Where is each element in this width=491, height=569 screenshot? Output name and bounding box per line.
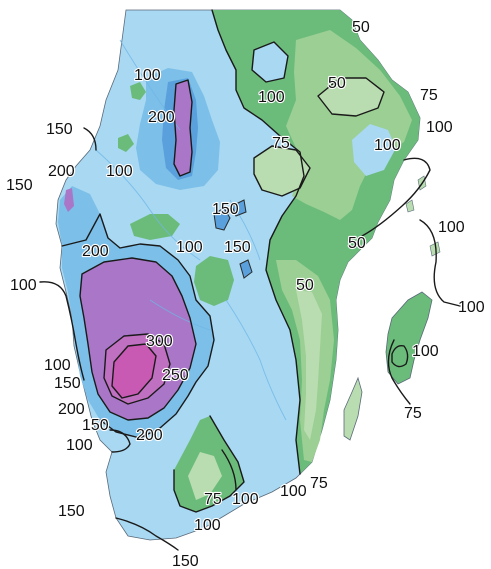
lake-vanern [213, 199, 247, 231]
contour-label: 200 [58, 401, 85, 418]
contour-label: 100 [258, 89, 285, 106]
contour-label: 150 [46, 121, 73, 138]
isoline-gotland-ring [391, 344, 409, 368]
isoline-75-gotland [387, 339, 411, 405]
isoline-south-75 [173, 415, 245, 513]
band-75-100-c1 [130, 214, 180, 240]
isoline-100-north-lake [251, 41, 289, 83]
contour-label: 150 [224, 239, 251, 256]
isoline-south-100 [221, 449, 237, 491]
contour-label: 50 [348, 235, 366, 252]
contour-label: 150 [54, 375, 81, 392]
precipitation-bands [58, 10, 420, 512]
isoline-200-north [173, 79, 193, 177]
isoline-150-west [61, 213, 215, 439]
isoline-150-south [115, 517, 179, 551]
contour-label: 100 [134, 67, 161, 84]
contour-label: 200 [136, 427, 163, 444]
contour-label: 300 [146, 333, 173, 350]
contour-label: 200 [48, 163, 75, 180]
isoline-coast-south [109, 429, 131, 453]
contour-label: 100 [412, 343, 439, 360]
isoline-300 [111, 343, 157, 399]
band-300-plus [112, 344, 156, 398]
contour-label: 75 [310, 475, 328, 492]
contour-label: 200 [82, 243, 109, 260]
contour-label: 150 [82, 417, 109, 434]
contour-label: 100 [280, 483, 307, 500]
contour-label: 100 [106, 163, 133, 180]
isoline-250-300 [103, 333, 171, 405]
isolines [39, 9, 461, 551]
band-25-50-coast [296, 290, 322, 440]
isoline-east-50 [361, 157, 431, 237]
isoline-200-west [79, 257, 197, 421]
contour-label: 75 [420, 87, 438, 104]
rivers [95, 39, 287, 421]
band-250-plus-north [174, 80, 192, 176]
contour-label: 150 [172, 553, 199, 569]
isoline-100-east [211, 9, 305, 475]
band-50-75-east [286, 30, 412, 220]
contour-label: 100 [194, 517, 221, 534]
isoline-100-gotland [419, 219, 461, 307]
band-25-50-mid [254, 146, 310, 196]
contour-label: 50 [328, 75, 346, 92]
band-50-75-south [188, 452, 222, 500]
contour-label: 100 [374, 137, 401, 154]
isoline-75-mid [253, 145, 311, 197]
band-75-100-c2 [194, 256, 234, 306]
band-75-100-c3 [130, 82, 146, 100]
isoline-150-w-top [83, 127, 97, 151]
contour-label: 50 [296, 277, 314, 294]
contour-label: 150 [212, 201, 239, 218]
contour-label: 100 [458, 299, 485, 316]
contour-label: 100 [176, 239, 203, 256]
contour-label: 200 [148, 109, 175, 126]
isoline-coast-100-w [39, 281, 85, 381]
lake-vattern [239, 259, 253, 279]
contour-label: 100 [438, 219, 465, 236]
contour-label: 100 [66, 437, 93, 454]
band-100-east-2 [352, 124, 396, 176]
contour-label: 100 [10, 277, 37, 294]
contour-label: 50 [352, 19, 370, 36]
contour-labels: 50 100 200 100 150 100 50 75 100 75 100 … [5, 18, 486, 569]
contour-label: 100 [44, 357, 71, 374]
contour-label: 100 [232, 491, 259, 508]
island-gotland [385, 291, 433, 385]
contour-label: 100 [426, 119, 453, 136]
contour-label: 150 [58, 503, 85, 520]
isoline-50-ne [317, 77, 385, 117]
contour-label: 75 [204, 491, 222, 508]
contour-label: 75 [404, 405, 422, 422]
band-25-50-ne [318, 78, 384, 116]
contour-label: 150 [6, 177, 33, 194]
band-200-west-dot [64, 188, 74, 212]
band-100-east-lake [252, 42, 288, 82]
contour-label: 250 [162, 367, 189, 384]
contour-label: 75 [272, 135, 290, 152]
island-oland [343, 376, 363, 441]
band-75-100-c4 [118, 134, 134, 152]
